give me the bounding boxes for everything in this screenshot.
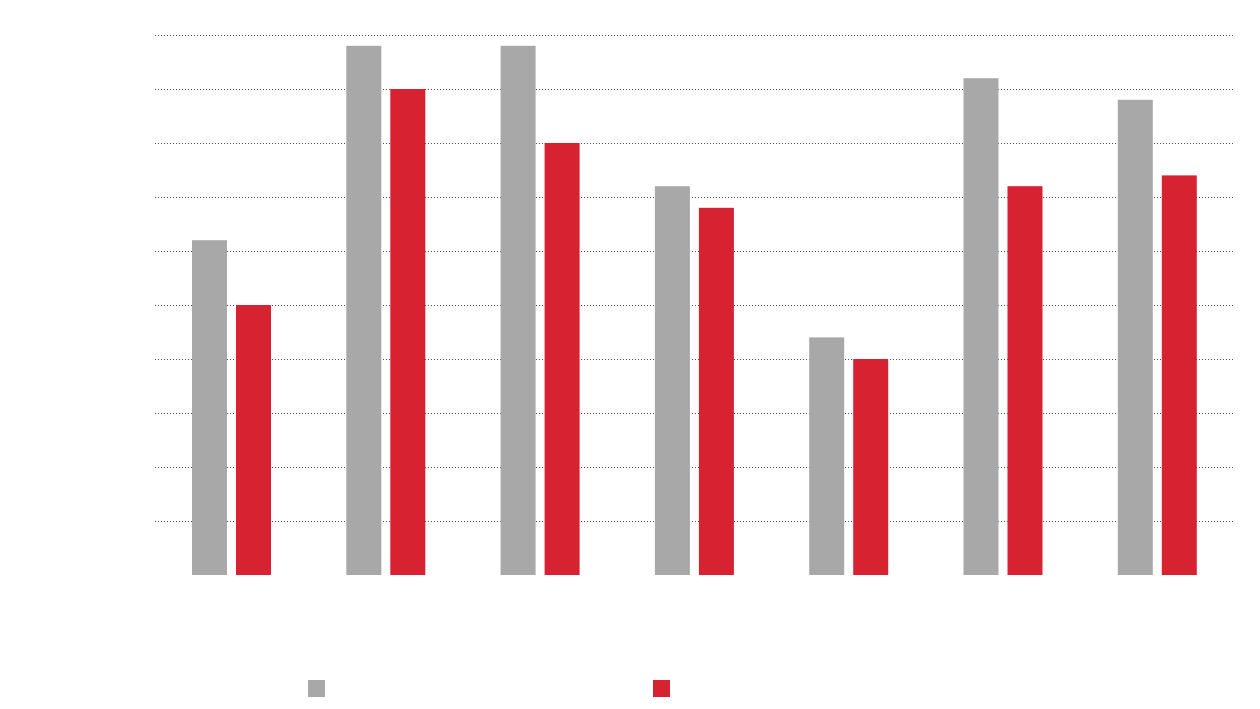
legend-swatch-series-2 (653, 680, 670, 697)
gridlines (155, 35, 1235, 522)
bar-series-2-category-6 (1007, 186, 1043, 575)
bar-series-2-category-3 (544, 143, 580, 575)
bar-series-1-category-3 (500, 45, 536, 576)
bar-series-2-category-5 (853, 359, 889, 575)
bar-series-1-category-2 (346, 45, 382, 576)
bar-series-2-category-7 (1161, 175, 1197, 575)
bar-series-1-category-7 (1117, 99, 1153, 576)
bar-series-1-category-6 (963, 78, 999, 575)
bar-series-2-category-1 (236, 305, 271, 575)
bar-series-1-category-1 (192, 240, 227, 575)
bar-series-2-category-4 (698, 207, 734, 576)
bar-series-1-category-5 (809, 337, 845, 575)
legend (308, 680, 670, 697)
bar-series-2-category-2 (390, 89, 426, 575)
bars (192, 45, 1197, 576)
bar-series-1-category-4 (654, 186, 690, 575)
legend-swatch-series-1 (308, 680, 325, 697)
